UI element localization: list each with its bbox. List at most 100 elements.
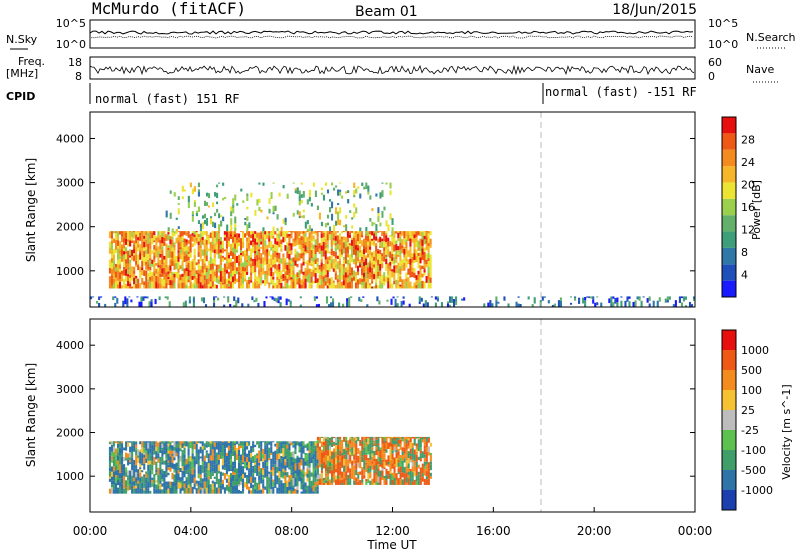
echo-cell (278, 263, 281, 270)
echo-cell (270, 453, 273, 456)
echo-cell (123, 481, 126, 485)
echo-cell (403, 477, 406, 485)
echo-cell (233, 472, 237, 475)
echo-cell (133, 273, 136, 278)
echo-cell (292, 471, 295, 479)
echo-cell (553, 303, 556, 307)
echo-cell (308, 456, 311, 459)
echo-cell (177, 283, 180, 289)
echo-cell (262, 182, 265, 186)
echo-cell (270, 458, 273, 465)
echo-cell (419, 480, 422, 485)
echo-cell (155, 263, 158, 266)
echo-cell (248, 472, 251, 479)
echo-cell (231, 268, 235, 271)
echo-cell (330, 182, 334, 186)
echo-cell (276, 482, 279, 485)
echo-cell (242, 200, 245, 203)
echo-cell (125, 472, 128, 477)
echo-cell (258, 465, 261, 472)
freq-trace (89, 64, 695, 76)
echo-cell (270, 267, 273, 272)
echo-cell (377, 436, 380, 439)
echo-cell (220, 220, 223, 227)
echo-cell (266, 465, 269, 470)
echo-cell (155, 240, 158, 248)
echo-cell (181, 475, 184, 481)
echo-cell (270, 231, 273, 233)
echo-cell (329, 296, 333, 299)
echo-cell (195, 453, 198, 461)
echo-cell (413, 282, 416, 289)
echo-cell (328, 437, 332, 441)
echo-cell (397, 238, 400, 242)
echo-cell (423, 232, 426, 236)
echo-cell (375, 268, 378, 276)
echo-cell (164, 296, 167, 299)
echo-cell (183, 447, 186, 455)
echo-cell (205, 487, 208, 494)
echo-cell (262, 483, 265, 489)
echo-cell (334, 267, 337, 272)
echo-cell (242, 478, 245, 483)
echo-cell (337, 211, 340, 217)
echo-cell (266, 231, 269, 235)
echo-cell (290, 231, 293, 233)
echo-cell (231, 461, 235, 466)
echo-cell (423, 281, 426, 289)
echo-cell (288, 490, 291, 494)
echo-cell (185, 470, 188, 474)
echo-cell (229, 281, 233, 289)
echo-cell (385, 238, 388, 242)
echo-cell (223, 467, 226, 471)
echo-cell (381, 241, 384, 248)
echo-cell (242, 491, 245, 494)
echo-cell (351, 453, 354, 457)
echo-cell (290, 264, 293, 267)
echo-cell (237, 462, 241, 470)
echo-cell (367, 231, 370, 236)
echo-cell (169, 273, 172, 278)
echo-cell (266, 489, 269, 492)
echo-cell (425, 243, 428, 251)
echo-cell (369, 283, 372, 286)
echo-cell (342, 268, 345, 275)
echo-cell (276, 276, 279, 280)
echo-cell (338, 286, 341, 289)
echo-cell (360, 278, 364, 282)
echo-cell (314, 239, 317, 246)
echo-cell (381, 263, 384, 269)
echo-cell (167, 231, 170, 233)
echo-cell (153, 240, 156, 243)
echo-cell (133, 284, 136, 286)
echo-cell (161, 278, 164, 286)
echo-cell (195, 212, 198, 217)
echo-cell (375, 257, 378, 261)
echo-cell (266, 484, 269, 490)
echo-cell (246, 193, 249, 197)
echo-cell (314, 279, 317, 284)
echo-cell (233, 296, 236, 298)
echo-cell (137, 231, 140, 233)
echo-cell (351, 460, 354, 466)
echo-cell (227, 258, 230, 263)
echo-cell (415, 454, 418, 462)
echo-cell (415, 275, 418, 280)
echo-cell (211, 237, 214, 243)
echo-cell (121, 459, 124, 465)
echo-cell (419, 257, 422, 264)
echo-cell (427, 231, 430, 234)
echo-cell (401, 279, 404, 285)
echo-cell (248, 222, 251, 225)
echo-cell (421, 239, 424, 247)
echo-cell (401, 259, 404, 265)
echo-cell (294, 273, 297, 280)
echo-cell (322, 441, 326, 446)
echo-cell (373, 440, 376, 445)
echo-cell (254, 464, 257, 468)
echo-cell (425, 436, 428, 442)
echo-cell (183, 238, 186, 243)
echo-cell (201, 461, 204, 466)
echo-cell (300, 491, 303, 494)
echo-cell (185, 488, 188, 494)
